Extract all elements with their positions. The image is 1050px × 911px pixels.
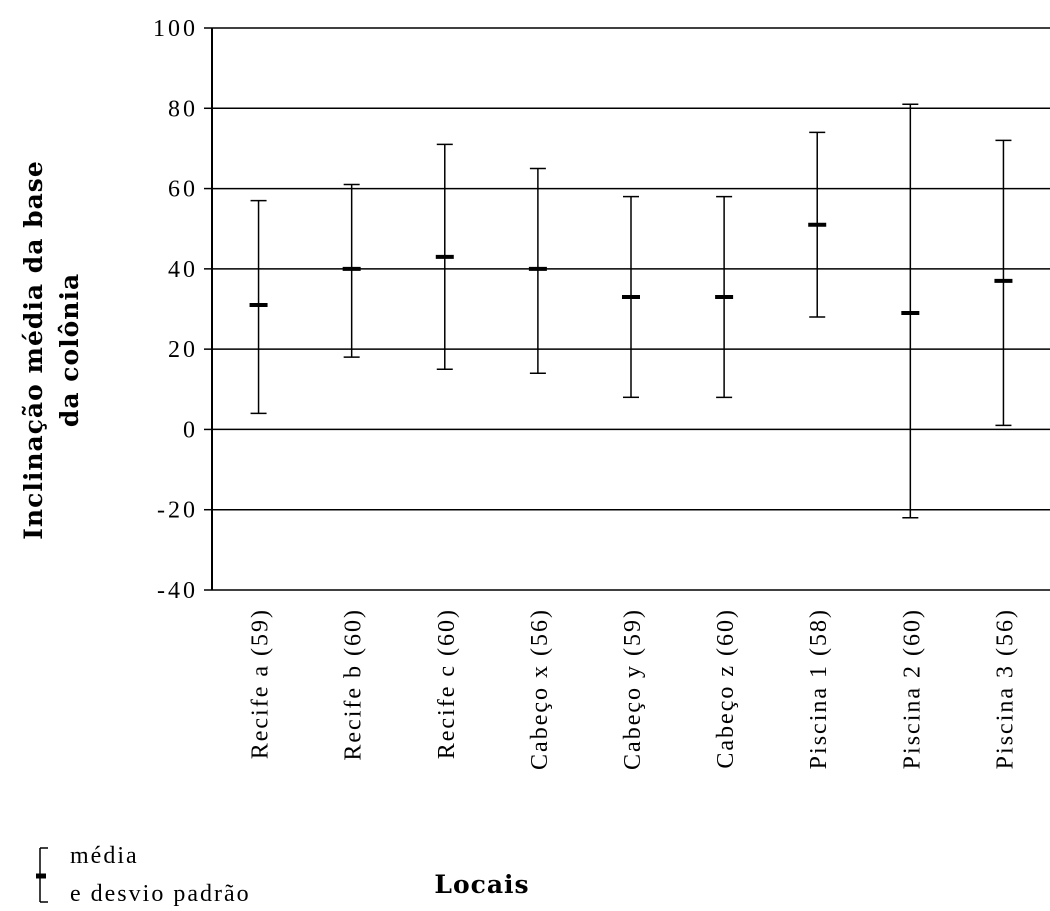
y-tick-label: 80 [168, 96, 198, 122]
error-bar [249, 199, 268, 415]
error-bar [715, 195, 734, 399]
error-bar [622, 195, 640, 399]
legend-text-mean: média [70, 843, 139, 869]
x-category-label: Piscina 2 (60) [899, 608, 925, 769]
y-tick-label: 40 [168, 257, 198, 283]
error-bar [808, 131, 827, 318]
error-bars [249, 103, 1013, 519]
x-category-label: Recife a (59) [248, 608, 274, 759]
y-tick-label: 20 [168, 337, 198, 363]
x-category-label: Cabeço x (56) [527, 608, 553, 770]
y-tick-label: -40 [157, 578, 198, 604]
error-bar [528, 167, 547, 374]
legend: média e desvio padrão [36, 843, 251, 907]
y-axis-ticks: -40 -20 0 20 40 60 80 100 [153, 16, 212, 604]
y-axis-title-line-2: da colônia [55, 273, 84, 427]
x-category-label: Recife b (60) [341, 608, 367, 761]
x-axis-categories: Recife a (59) Recife b (60) Recife c (60) C… [248, 608, 1019, 770]
x-category-label: Piscina 1 (58) [806, 608, 832, 769]
error-bar [435, 143, 454, 370]
error-bar [901, 103, 920, 519]
error-bar [342, 183, 361, 358]
legend-symbol-icon [36, 847, 48, 903]
x-axis-title: Locais [434, 870, 529, 899]
y-tick-label: 100 [153, 16, 198, 42]
y-tick-label: 60 [168, 177, 198, 203]
x-category-label: Cabeço y (59) [620, 608, 646, 770]
y-tick-label: -20 [157, 498, 198, 524]
error-bar [994, 139, 1013, 427]
legend-text-sd: e desvio padrão [70, 881, 251, 907]
x-category-label: Recife c (60) [434, 608, 460, 759]
x-category-label: Cabeço z (60) [713, 608, 739, 769]
y-tick-label: 0 [183, 417, 198, 443]
y-axis-title-line-1: Inclinação média da base [19, 160, 48, 540]
x-category-label: Piscina 3 (56) [992, 608, 1018, 769]
